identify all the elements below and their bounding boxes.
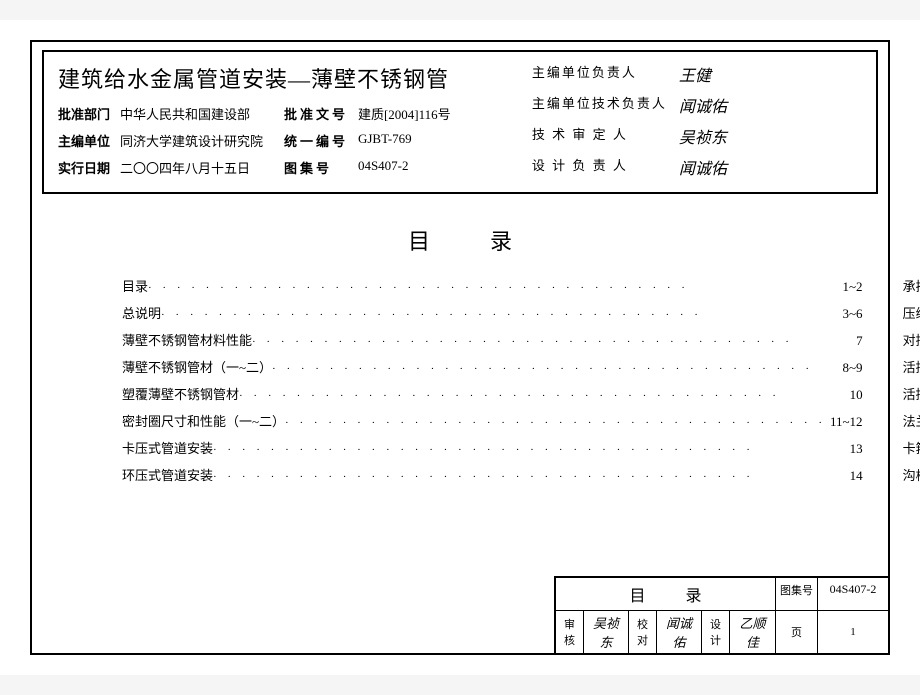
toc-row: 塑覆薄壁不锈钢管材 10 (122, 384, 863, 403)
toc-title: 法兰氩弧焊式管道安装 (903, 411, 920, 430)
toc-leader (148, 282, 839, 294)
toc-page: 13 (846, 441, 863, 457)
toc-leader (213, 444, 846, 456)
toc-title: 卡箍法兰式管道安装 (903, 438, 920, 457)
toc-title: 压缩式管道安装 (903, 303, 920, 322)
title-block: 目录 图集号 04S407-2 审核 吴祯东 校对 闻诚佑 设计 乙顺佳 页 1 (554, 576, 890, 655)
signature: 乙顺佳 (730, 611, 776, 653)
toc-row: 对接氩弧焊式管道安装17 (903, 330, 920, 349)
toc-body: 目录 1~2 总说明 3~6 薄壁不锈钢管材料性能 7 薄壁不锈钢管材（一~二） 8~9… (32, 256, 888, 484)
title-block-top: 目录 图集号 04S407-2 (556, 578, 888, 611)
toc-page: 14 (846, 468, 863, 484)
signature: 王健 (679, 62, 862, 87)
toc-title: 对接氩弧焊式管道安装 (903, 330, 920, 349)
document-page: 建筑给水金属管道安装—薄壁不锈钢管 批准部门 中华人民共和国建设部 批准文号 建… (0, 20, 920, 675)
toc-row: 压缩式管道安装16 (903, 303, 920, 322)
header-box: 建筑给水金属管道安装—薄壁不锈钢管 批准部门 中华人民共和国建设部 批准文号 建… (42, 50, 878, 194)
set-label: 图集号 (776, 578, 818, 610)
info-value: 同济大学建筑设计研究院 (120, 131, 274, 150)
toc-left-column: 目录 1~2 总说明 3~6 薄壁不锈钢管材料性能 7 薄壁不锈钢管材（一~二） 8~9… (122, 276, 863, 484)
toc-row: 薄壁不锈钢管材料性能 7 (122, 330, 863, 349)
toc-leader (213, 471, 846, 483)
info-label: 主编单位 (58, 131, 110, 150)
info-value: 04S407-2 (358, 158, 512, 177)
title-block-bottom: 审核 吴祯东 校对 闻诚佑 设计 乙顺佳 页 1 (556, 611, 888, 653)
role-label: 主编单位负责人 (532, 62, 667, 87)
toc-row: 卡压式管道安装 13 (122, 438, 863, 457)
set-number: 04S407-2 (818, 578, 888, 610)
toc-leader (252, 336, 852, 348)
toc-title: 薄壁不锈钢管材（一~二） (122, 357, 272, 376)
signature: 闻诚佑 (657, 611, 702, 653)
role-label: 技 术 审 定 人 (532, 124, 667, 149)
toc-title: 密封圈尺寸和性能（一~二） (122, 411, 285, 430)
info-grid: 批准部门 中华人民共和国建设部 批准文号 建质[2004]116号 主编单位 同… (58, 104, 512, 177)
toc-page: 1~2 (839, 279, 863, 295)
toc-page: 8~9 (839, 360, 863, 376)
info-label: 实行日期 (58, 158, 110, 177)
toc-title: 总说明 (122, 303, 161, 322)
toc-row: 卡箍法兰式管道安装21 (903, 438, 920, 457)
toc-title: 塑覆薄壁不锈钢管材 (122, 384, 239, 403)
info-label: 批准文号 (284, 104, 348, 123)
toc-leader (239, 390, 846, 402)
toc-page: 3~6 (839, 306, 863, 322)
info-value: GJBT-769 (358, 131, 512, 150)
signature: 吴祯东 (679, 124, 862, 149)
info-value: 二〇〇四年八月十五日 (120, 158, 274, 177)
role-label: 主编单位技术负责人 (532, 93, 667, 118)
toc-page: 10 (846, 387, 863, 403)
toc-row: 薄壁不锈钢管材（一~二） 8~9 (122, 357, 863, 376)
page-number: 1 (818, 611, 888, 653)
page-label: 页 (776, 611, 818, 653)
toc-row: 总说明 3~6 (122, 303, 863, 322)
toc-title: 目录 (122, 276, 148, 295)
toc-row: 活接法兰式管道安装19 (903, 384, 920, 403)
signature: 闻诚佑 (679, 93, 862, 118)
toc-row: 承插氩弧焊式管道安装15 (903, 276, 920, 295)
role-label: 设 计 负 责 人 (532, 155, 667, 180)
info-value: 建质[2004]116号 (358, 104, 512, 123)
document-title: 建筑给水金属管道安装—薄壁不锈钢管 (58, 62, 512, 94)
toc-row: 法兰氩弧焊式管道安装20 (903, 411, 920, 430)
toc-leader (285, 417, 826, 429)
role-label: 校对 (629, 611, 657, 653)
toc-title: 薄壁不锈钢管材料性能 (122, 330, 252, 349)
toc-title: 沟槽式管道安装 (903, 465, 920, 484)
toc-page: 7 (852, 333, 863, 349)
toc-row: 活接式管道安装18 (903, 357, 920, 376)
header-right: 主编单位负责人 王健 主编单位技术负责人 闻诚佑 技 术 审 定 人 吴祯东 设… (512, 62, 862, 180)
role-label: 审核 (556, 611, 584, 653)
role-label: 设计 (702, 611, 730, 653)
toc-right-column: 承插氩弧焊式管道安装15 压缩式管道安装16 对接氩弧焊式管道安装17 活接式管… (903, 276, 920, 484)
toc-title: 承插氩弧焊式管道安装 (903, 276, 920, 295)
toc-title: 活接式管道安装 (903, 357, 920, 376)
toc-row: 沟槽式管道安装22 (903, 465, 920, 484)
toc-row: 目录 1~2 (122, 276, 863, 295)
toc-title: 卡压式管道安装 (122, 438, 213, 457)
outer-frame: 建筑给水金属管道安装—薄壁不锈钢管 批准部门 中华人民共和国建设部 批准文号 建… (30, 40, 890, 655)
info-value: 中华人民共和国建设部 (120, 104, 274, 123)
footer-title: 目录 (556, 578, 776, 610)
toc-title: 环压式管道安装 (122, 465, 213, 484)
signature: 闻诚佑 (679, 155, 862, 180)
toc-title: 活接法兰式管道安装 (903, 384, 920, 403)
signature: 吴祯东 (584, 611, 629, 653)
toc-row: 环压式管道安装 14 (122, 465, 863, 484)
toc-heading: 目录 (32, 224, 888, 256)
info-label: 统一编号 (284, 131, 348, 150)
toc-leader (161, 309, 839, 321)
header-left: 建筑给水金属管道安装—薄壁不锈钢管 批准部门 中华人民共和国建设部 批准文号 建… (58, 62, 512, 180)
info-label: 批准部门 (58, 104, 110, 123)
toc-leader (272, 363, 838, 375)
toc-page: 11~12 (826, 414, 863, 430)
toc-row: 密封圈尺寸和性能（一~二） 11~12 (122, 411, 863, 430)
info-label: 图集号 (284, 158, 348, 177)
